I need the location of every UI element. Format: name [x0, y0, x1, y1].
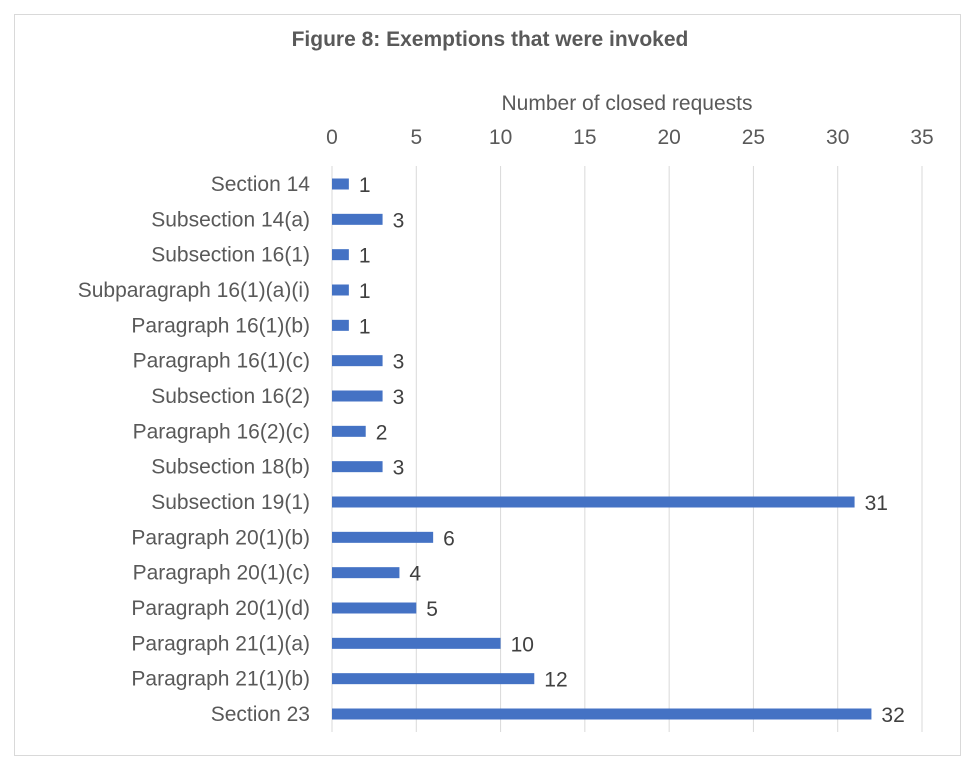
data-label: 1 [359, 315, 371, 338]
data-label: 3 [393, 351, 405, 374]
category-label: Section 14 [211, 173, 311, 196]
chart-frame [14, 14, 961, 756]
category-label: Subsection 14(a) [151, 208, 310, 231]
data-label: 3 [393, 209, 405, 232]
category-label: Paragraph 20(1)(d) [131, 597, 310, 620]
x-tick-label: 0 [326, 126, 338, 149]
category-label: Subsection 16(1) [151, 244, 310, 267]
category-label: Paragraph 21(1)(b) [131, 668, 310, 691]
data-label: 2 [376, 421, 388, 444]
bar [332, 708, 872, 720]
category-label: Paragraph 16(2)(c) [133, 420, 310, 443]
data-label: 31 [865, 492, 888, 515]
bar [332, 390, 383, 402]
data-label: 6 [443, 527, 455, 550]
data-label: 1 [359, 280, 371, 303]
bar [332, 319, 349, 331]
x-tick-label: 10 [489, 126, 512, 149]
bar [332, 637, 501, 649]
category-label: Subsection 16(2) [151, 385, 310, 408]
bar [332, 178, 349, 190]
category-label: Paragraph 20(1)(c) [133, 562, 310, 585]
bar [332, 249, 349, 261]
category-label: Paragraph 20(1)(b) [131, 526, 310, 549]
data-label: 1 [359, 245, 371, 268]
category-label: Paragraph 16(1)(b) [131, 314, 310, 337]
bar [332, 425, 366, 437]
bar [332, 284, 349, 296]
data-label: 3 [393, 457, 405, 480]
x-tick-label: 5 [410, 126, 422, 149]
x-tick-label: 20 [657, 126, 680, 149]
bar [332, 213, 383, 225]
category-label: Paragraph 21(1)(a) [131, 632, 310, 655]
category-label: Section 23 [211, 703, 310, 726]
category-label: Subparagraph 16(1)(a)(i) [78, 279, 310, 302]
chart-title: Figure 8: Exemptions that were invoked [292, 28, 689, 51]
bar [332, 461, 383, 473]
data-label: 1 [359, 174, 371, 197]
data-label: 12 [544, 669, 567, 692]
data-label: 10 [511, 633, 534, 656]
bar [332, 531, 434, 543]
category-label: Subsection 19(1) [151, 491, 310, 514]
x-axis-title: Number of closed requests [502, 92, 753, 115]
data-label: 3 [393, 386, 405, 409]
bar [332, 567, 400, 579]
data-label: 4 [409, 563, 421, 586]
category-label: Paragraph 16(1)(c) [133, 350, 310, 373]
category-label: Subsection 18(b) [151, 456, 310, 479]
bar [332, 355, 383, 367]
bar [332, 602, 417, 614]
bar [332, 496, 855, 508]
data-label: 5 [426, 598, 438, 621]
x-tick-label: 25 [742, 126, 765, 149]
x-tick-label: 30 [826, 126, 849, 149]
x-tick-label: 15 [573, 126, 596, 149]
data-label: 32 [881, 704, 904, 727]
x-tick-label: 35 [910, 126, 933, 149]
bar [332, 673, 535, 685]
